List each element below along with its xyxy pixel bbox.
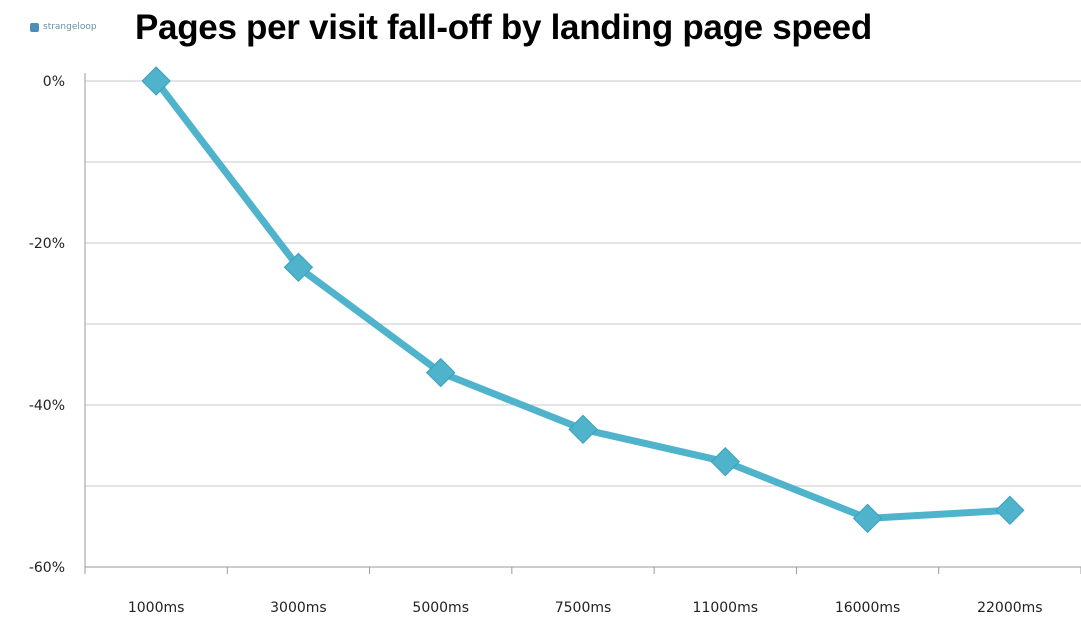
data-point-marker bbox=[995, 495, 1025, 526]
data-point-marker bbox=[852, 503, 883, 534]
series-line bbox=[152, 77, 1014, 522]
x-tick-label: 22000ms bbox=[977, 600, 1042, 616]
data-point-marker bbox=[141, 66, 171, 96]
data-point-marker bbox=[283, 252, 314, 283]
y-tick-label: -20% bbox=[29, 236, 65, 252]
x-tick-label: 3000ms bbox=[270, 600, 327, 616]
strangeloop-logo-icon bbox=[30, 22, 39, 32]
x-tick-label: 16000ms bbox=[835, 600, 900, 616]
x-tick-label: 11000ms bbox=[693, 600, 758, 616]
x-tick-label: 7500ms bbox=[555, 600, 612, 616]
x-tick-label: 5000ms bbox=[412, 600, 469, 616]
chart-title: Pages per visit fall-off by landing page… bbox=[135, 8, 872, 47]
y-tick-label: -40% bbox=[29, 398, 65, 414]
x-tick-label: 1000ms bbox=[128, 600, 185, 616]
logo-text: strangeloop bbox=[43, 22, 97, 32]
y-tick-label: -60% bbox=[29, 560, 65, 576]
y-tick-label: 0% bbox=[43, 74, 65, 90]
data-point-marker bbox=[568, 414, 598, 445]
data-point-marker bbox=[710, 446, 740, 477]
data-point-marker bbox=[426, 357, 456, 388]
brand-logo: strangeloop bbox=[30, 22, 97, 32]
